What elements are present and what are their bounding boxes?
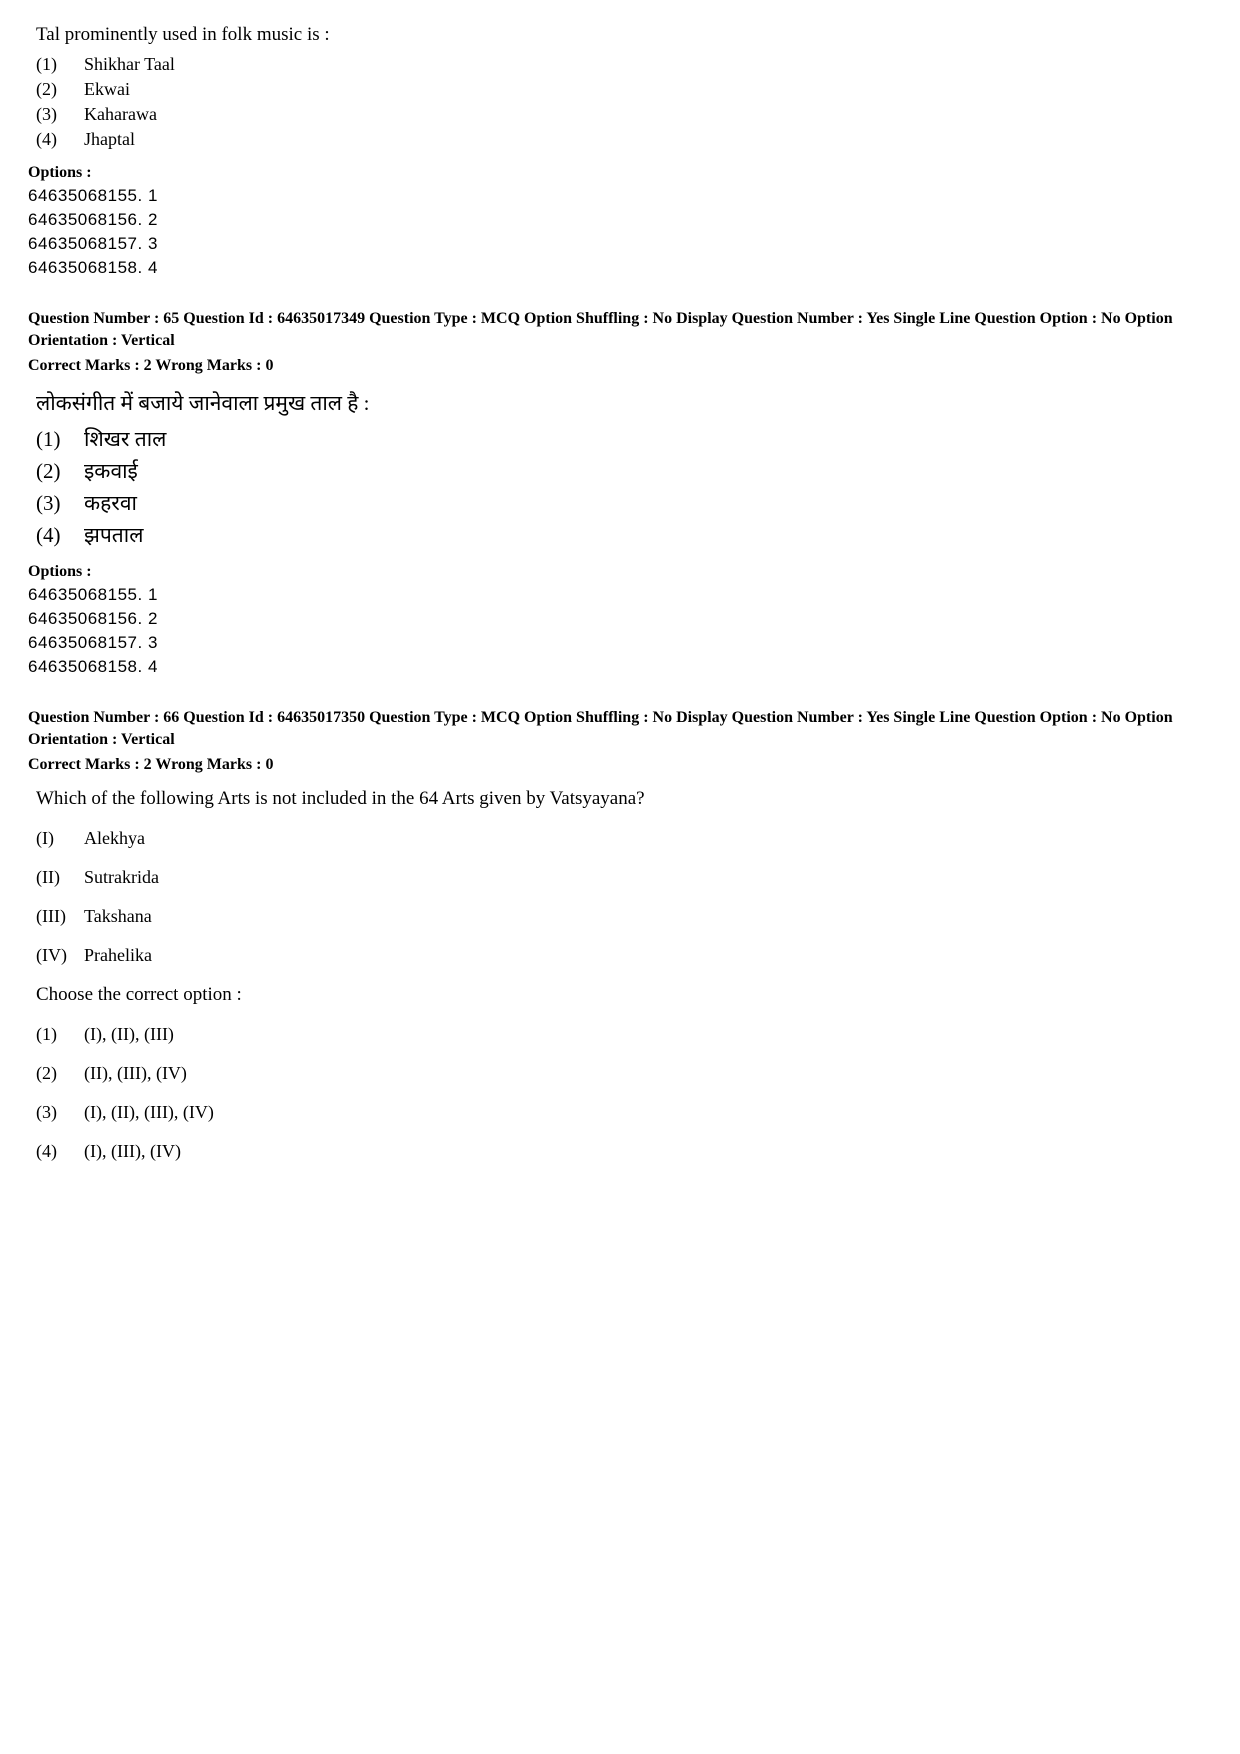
choice-number: (3) xyxy=(36,104,84,125)
option-id: 64635068158. 4 xyxy=(28,657,1212,677)
question-stem: Which of the following Arts is not inclu… xyxy=(36,788,1212,810)
choice-number: (3) xyxy=(36,491,84,516)
choice-row: (2) (II), (III), (IV) xyxy=(36,1063,1212,1084)
choice-row: (2) इकवाई xyxy=(36,457,1212,485)
question-marks: Correct Marks : 2 Wrong Marks : 0 xyxy=(28,756,1212,774)
choice-text: (I), (III), (IV) xyxy=(84,1141,1212,1162)
choice-row: (1) Shikhar Taal xyxy=(36,54,1212,75)
question-stem: लोकसंगीत में बजाये जानेवाला प्रमुख ताल ह… xyxy=(36,389,1212,417)
choice-text: Jhaptal xyxy=(84,129,1212,150)
choice-text: (I), (II), (III), (IV) xyxy=(84,1102,1212,1123)
choice-text: (I), (II), (III) xyxy=(84,1024,1212,1045)
question-marks: Correct Marks : 2 Wrong Marks : 0 xyxy=(28,357,1212,375)
choice-text: कहरवा xyxy=(84,489,1212,517)
question-meta: Question Number : 65 Question Id : 64635… xyxy=(28,308,1212,353)
choice-list: (1) (I), (II), (III) (2) (II), (III), (I… xyxy=(36,1024,1212,1162)
choice-number: (4) xyxy=(36,129,84,150)
item-number: (IV) xyxy=(36,945,84,966)
choice-row: (2) Ekwai xyxy=(36,79,1212,100)
choice-text: Kaharawa xyxy=(84,104,1212,125)
item-number: (II) xyxy=(36,867,84,888)
choice-text: (II), (III), (IV) xyxy=(84,1063,1212,1084)
choice-number: (1) xyxy=(36,54,84,75)
choice-text: शिखर ताल xyxy=(84,425,1212,453)
choice-list: (1) Shikhar Taal (2) Ekwai (3) Kaharawa … xyxy=(36,54,1212,150)
choice-row: (3) Kaharawa xyxy=(36,104,1212,125)
choice-number: (3) xyxy=(36,1102,84,1123)
options-label: Options : xyxy=(28,164,1212,182)
option-id: 64635068158. 4 xyxy=(28,258,1212,278)
choice-text: Shikhar Taal xyxy=(84,54,1212,75)
choice-number: (4) xyxy=(36,523,84,548)
question-meta: Question Number : 66 Question Id : 64635… xyxy=(28,707,1212,752)
option-id: 64635068157. 3 xyxy=(28,633,1212,653)
option-id: 64635068155. 1 xyxy=(28,585,1212,605)
choice-number: (4) xyxy=(36,1141,84,1162)
choice-row: (3) कहरवा xyxy=(36,489,1212,517)
option-id: 64635068156. 2 xyxy=(28,609,1212,629)
choice-row: (3) (I), (II), (III), (IV) xyxy=(36,1102,1212,1123)
choice-number: (2) xyxy=(36,1063,84,1084)
choice-row: (4) (I), (III), (IV) xyxy=(36,1141,1212,1162)
item-text: Alekhya xyxy=(84,828,1212,849)
choice-number: (2) xyxy=(36,459,84,484)
choice-row: (1) शिखर ताल xyxy=(36,425,1212,453)
item-text: Takshana xyxy=(84,906,1212,927)
choice-row: (4) Jhaptal xyxy=(36,129,1212,150)
choice-text: झपताल xyxy=(84,521,1212,549)
choice-text: Ekwai xyxy=(84,79,1212,100)
choice-text: इकवाई xyxy=(84,457,1212,485)
choice-number: (1) xyxy=(36,427,84,452)
choice-row: (1) (I), (II), (III) xyxy=(36,1024,1212,1045)
item-row: (III) Takshana xyxy=(36,906,1212,927)
item-row: (I) Alekhya xyxy=(36,828,1212,849)
option-id: 64635068156. 2 xyxy=(28,210,1212,230)
item-row: (II) Sutrakrida xyxy=(36,867,1212,888)
item-text: Sutrakrida xyxy=(84,867,1212,888)
question-stem: Tal prominently used in folk music is : xyxy=(36,24,1212,46)
item-list: (I) Alekhya (II) Sutrakrida (III) Taksha… xyxy=(36,828,1212,966)
choice-number: (1) xyxy=(36,1024,84,1045)
item-number: (III) xyxy=(36,906,84,927)
item-row: (IV) Prahelika xyxy=(36,945,1212,966)
item-text: Prahelika xyxy=(84,945,1212,966)
choice-row: (4) झपताल xyxy=(36,521,1212,549)
option-id: 64635068155. 1 xyxy=(28,186,1212,206)
item-number: (I) xyxy=(36,828,84,849)
choose-prompt: Choose the correct option : xyxy=(36,984,1212,1006)
choice-list: (1) शिखर ताल (2) इकवाई (3) कहरवा (4) झपत… xyxy=(36,425,1212,549)
options-label: Options : xyxy=(28,563,1212,581)
option-id: 64635068157. 3 xyxy=(28,234,1212,254)
choice-number: (2) xyxy=(36,79,84,100)
